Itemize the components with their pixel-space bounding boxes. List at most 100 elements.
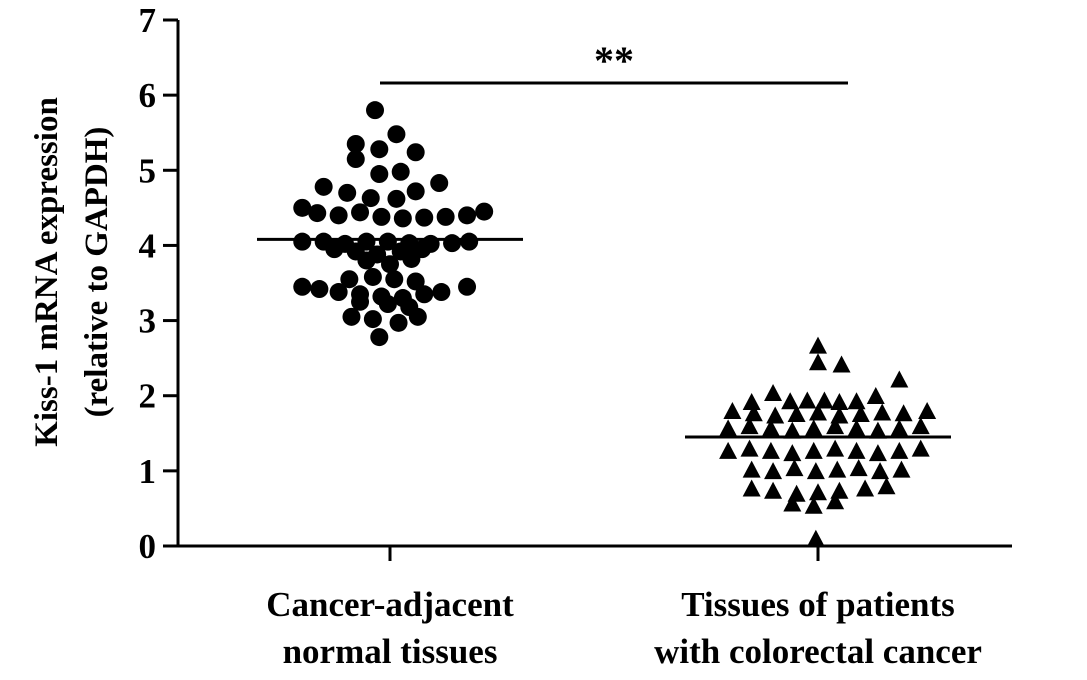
category-labels: Cancer-adjacent normal tissues Tissues of … xyxy=(266,585,982,671)
data-point-triangle xyxy=(783,444,802,462)
data-point-circle xyxy=(363,267,382,286)
y-axis-title-line-1: Kiss-1 mRNA expression xyxy=(29,97,65,447)
data-point-circle xyxy=(346,150,365,169)
data-point-circle xyxy=(338,183,357,202)
data-point-circle xyxy=(370,140,389,159)
data-points xyxy=(293,101,937,547)
data-point-triangle xyxy=(809,403,827,421)
data-point-triangle xyxy=(806,529,825,547)
data-point-triangle xyxy=(892,460,911,478)
data-point-triangle xyxy=(894,404,913,422)
data-point-triangle xyxy=(815,391,834,409)
y-tick-label: 5 xyxy=(139,151,157,190)
category-label-line: Cancer-adjacent xyxy=(266,585,514,624)
data-point-triangle xyxy=(719,419,738,437)
data-point-triangle xyxy=(723,402,742,420)
data-point-triangle xyxy=(826,492,845,510)
data-point-triangle xyxy=(911,439,930,457)
significance-annotation: ** xyxy=(380,38,848,85)
data-point-circle xyxy=(308,204,327,223)
data-point-triangle xyxy=(890,419,909,437)
data-point-triangle xyxy=(830,393,849,411)
data-point-circle xyxy=(372,207,391,226)
data-point-triangle xyxy=(873,403,892,421)
data-point-triangle xyxy=(742,393,761,411)
data-point-triangle xyxy=(781,392,800,410)
data-point-circle xyxy=(436,207,455,226)
data-point-circle xyxy=(458,206,477,225)
data-point-circle xyxy=(310,280,329,299)
data-point-circle xyxy=(370,328,389,347)
category-label-line: normal tissues xyxy=(283,632,498,671)
data-point-triangle xyxy=(911,417,930,435)
data-point-circle xyxy=(402,249,421,268)
data-point-circle xyxy=(475,202,494,221)
significance-stars: ** xyxy=(594,38,634,83)
data-point-circle xyxy=(406,272,425,291)
data-point-circle xyxy=(381,255,399,274)
data-point-circle xyxy=(340,270,359,289)
data-point-circle xyxy=(460,232,479,251)
data-point-circle xyxy=(314,177,333,196)
data-point-triangle xyxy=(826,417,845,435)
data-point-circle xyxy=(363,310,382,329)
data-point-triangle xyxy=(851,405,870,423)
data-point-circle xyxy=(357,251,376,270)
data-point-triangle xyxy=(806,462,825,480)
data-point-triangle xyxy=(804,496,823,514)
data-point-circle xyxy=(391,162,410,181)
data-point-circle xyxy=(393,209,412,228)
data-point-circle xyxy=(408,307,427,326)
data-point-triangle xyxy=(868,421,887,439)
data-point-triangle xyxy=(890,441,909,459)
data-point-triangle xyxy=(809,483,827,501)
data-point-triangle xyxy=(783,421,802,439)
data-point-triangle xyxy=(866,387,885,405)
data-point-circle xyxy=(443,234,462,253)
data-point-circle xyxy=(329,206,348,225)
y-tick-label: 6 xyxy=(139,76,157,115)
data-point-triangle xyxy=(798,391,817,409)
data-point-triangle xyxy=(847,392,866,410)
data-point-triangle xyxy=(832,355,851,373)
data-point-triangle xyxy=(783,494,802,512)
data-point-circle xyxy=(346,134,365,153)
data-point-circle xyxy=(387,189,406,208)
y-axis: 0 1 2 3 4 5 6 7 xyxy=(139,1,180,566)
data-point-circle xyxy=(432,283,451,302)
y-axis-title: Kiss-1 mRNA expression (relative to GAPD… xyxy=(29,97,115,447)
data-point-triangle xyxy=(868,444,887,462)
data-point-triangle xyxy=(740,439,759,457)
y-tick-label: 1 xyxy=(139,452,157,491)
data-point-circle xyxy=(342,307,361,326)
data-point-triangle xyxy=(804,419,823,437)
data-point-circle xyxy=(406,182,425,201)
data-point-triangle xyxy=(828,460,847,478)
data-point-triangle xyxy=(785,459,804,477)
y-axis-title-line-2: (relative to GAPDH) xyxy=(79,127,115,418)
data-point-circle xyxy=(366,101,385,120)
data-point-circle xyxy=(329,283,348,302)
data-point-triangle xyxy=(742,460,761,478)
data-point-circle xyxy=(293,232,312,251)
data-point-circle xyxy=(385,270,404,289)
category-label-line: with colorectal cancer xyxy=(654,632,982,671)
category-label-line: Tissues of patients xyxy=(681,585,955,624)
data-point-triangle xyxy=(871,462,890,480)
data-point-circle xyxy=(370,165,389,184)
data-point-circle xyxy=(415,208,434,227)
data-point-triangle xyxy=(742,479,761,497)
data-point-triangle xyxy=(764,462,783,480)
data-point-circle xyxy=(430,174,449,193)
data-point-circle xyxy=(293,277,312,296)
y-tick-label: 3 xyxy=(139,302,157,341)
data-point-triangle xyxy=(809,353,827,371)
data-point-circle xyxy=(389,313,408,332)
data-point-triangle xyxy=(740,417,759,435)
y-tick-label: 2 xyxy=(139,377,157,416)
data-point-circle xyxy=(325,240,344,259)
data-point-triangle xyxy=(918,402,937,420)
data-point-circle xyxy=(361,189,380,208)
data-point-circle xyxy=(458,277,477,296)
